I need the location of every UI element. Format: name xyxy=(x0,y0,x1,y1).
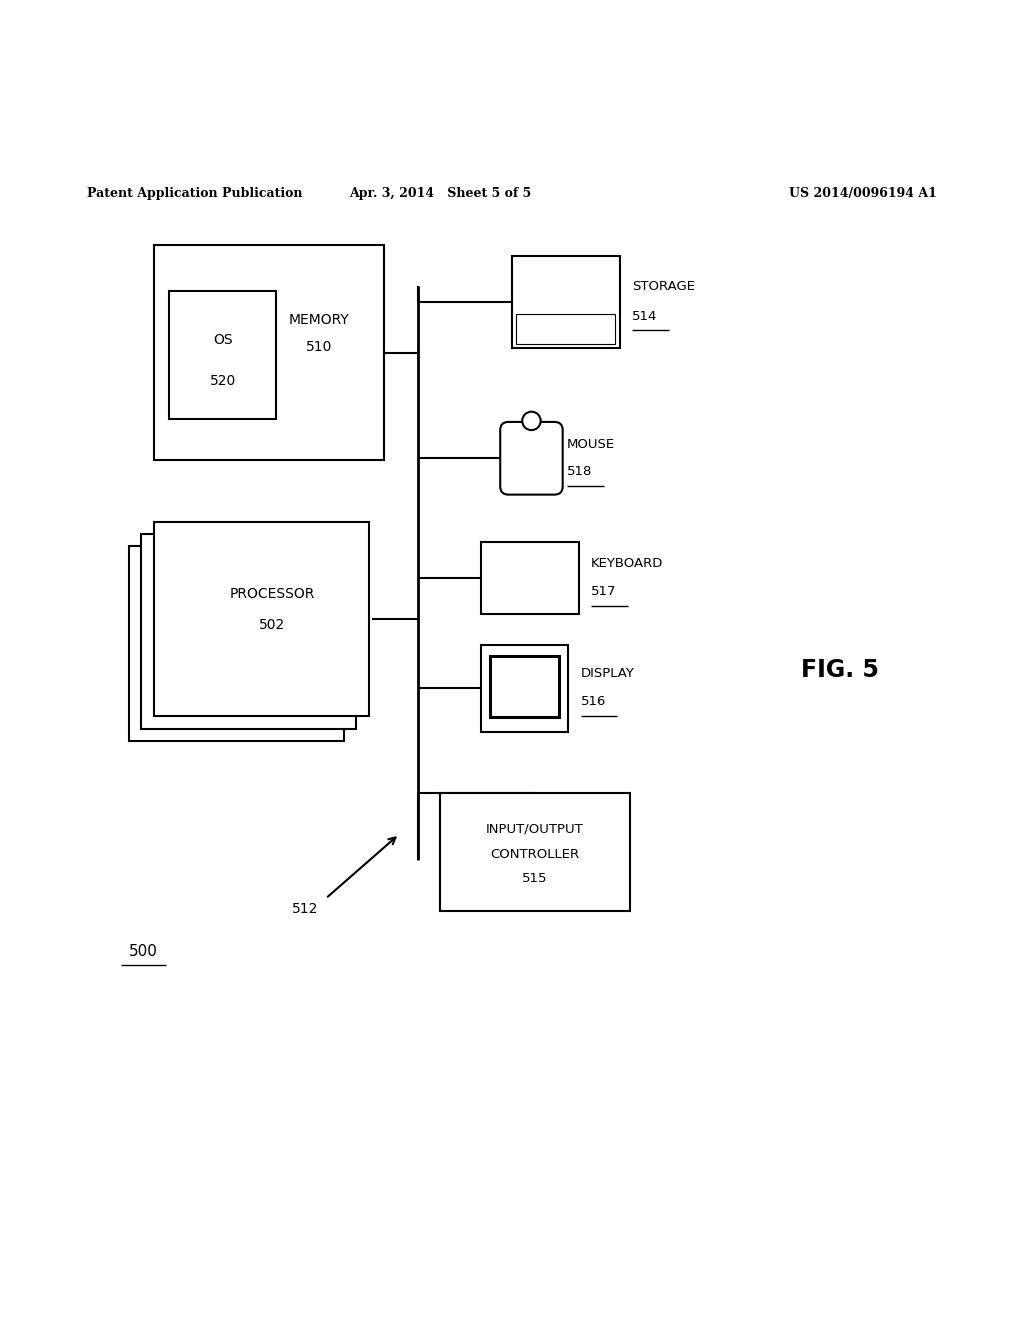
Bar xyxy=(169,292,276,420)
Text: 500: 500 xyxy=(129,944,158,960)
Text: DISPLAY: DISPLAY xyxy=(581,668,635,680)
Text: Patent Application Publication: Patent Application Publication xyxy=(87,186,302,199)
FancyBboxPatch shape xyxy=(500,422,563,495)
Bar xyxy=(490,656,559,717)
Bar xyxy=(481,543,579,614)
Bar xyxy=(154,246,384,461)
Text: 516: 516 xyxy=(581,694,606,708)
Text: 515: 515 xyxy=(522,873,548,886)
Text: PROCESSOR: PROCESSOR xyxy=(229,587,314,601)
Text: CONTROLLER: CONTROLLER xyxy=(490,847,580,861)
Text: STORAGE: STORAGE xyxy=(632,280,695,293)
Text: MOUSE: MOUSE xyxy=(567,438,614,451)
Text: Apr. 3, 2014   Sheet 5 of 5: Apr. 3, 2014 Sheet 5 of 5 xyxy=(349,186,531,199)
Text: OS: OS xyxy=(213,333,232,347)
Bar xyxy=(129,546,344,741)
Text: INPUT/OUTPUT: INPUT/OUTPUT xyxy=(486,822,584,836)
Text: 514: 514 xyxy=(632,310,657,323)
Text: 502: 502 xyxy=(259,618,285,632)
Bar xyxy=(481,644,568,731)
Text: 517: 517 xyxy=(591,585,616,598)
Bar xyxy=(516,314,615,343)
Text: FIG. 5: FIG. 5 xyxy=(801,659,879,682)
Bar xyxy=(512,256,620,347)
Text: MEMORY: MEMORY xyxy=(289,313,350,326)
Text: KEYBOARD: KEYBOARD xyxy=(591,557,664,570)
Bar xyxy=(154,521,369,717)
Text: US 2014/0096194 A1: US 2014/0096194 A1 xyxy=(790,186,937,199)
Circle shape xyxy=(522,412,541,430)
Text: 510: 510 xyxy=(306,341,333,354)
Bar xyxy=(440,793,630,911)
Bar xyxy=(141,535,356,729)
Text: 518: 518 xyxy=(567,465,592,478)
Text: 512: 512 xyxy=(292,902,318,916)
Text: 520: 520 xyxy=(210,374,236,388)
